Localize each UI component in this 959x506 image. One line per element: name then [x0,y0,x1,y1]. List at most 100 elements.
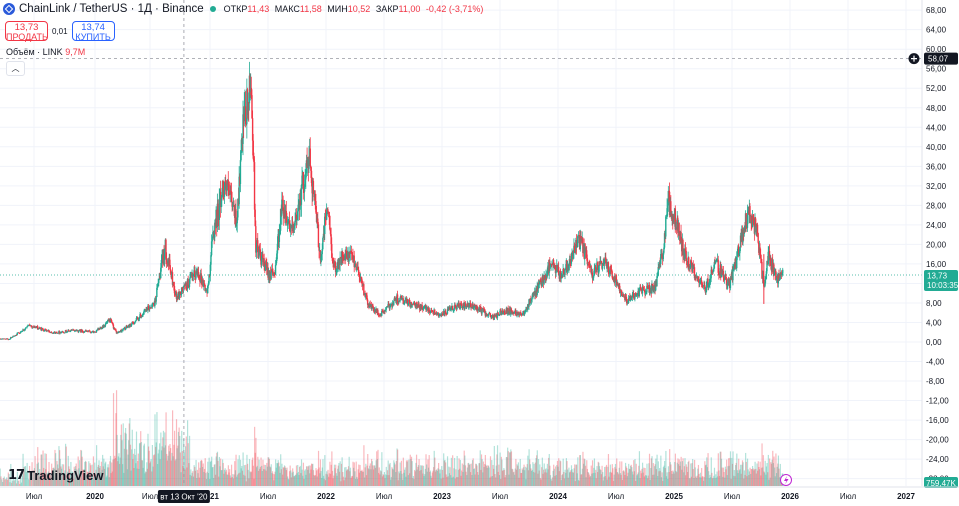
volume-bar [20,482,23,486]
volume-bar [283,465,286,486]
candle [385,307,387,310]
volume-bar [321,477,323,486]
volume-bar [195,459,197,486]
candle [644,292,647,295]
volume-bar [54,449,56,486]
crosshair-date-label: вт 13 Окт '20 [160,493,208,502]
volume-bar [412,478,414,486]
volume-bar [170,460,172,486]
volume-bar [468,464,470,486]
volume-bar [526,464,528,486]
volume-bar [25,471,27,486]
volume-bar [66,471,69,486]
volume-bar [305,466,308,486]
candle [378,314,380,316]
volume-bar [349,467,352,486]
collapse-legend-button[interactable]: ︿ [6,61,25,76]
price-tick-label: 32,00 [926,182,947,191]
candle [229,191,231,195]
volume-bar [31,462,33,486]
candle [539,280,542,282]
volume-bar [677,464,680,486]
volume-bar [751,469,753,486]
candle [705,287,707,293]
volume-bar [537,473,539,486]
candle [361,278,363,284]
volume-bar [105,477,107,486]
volume-bar [101,469,103,486]
volume-bar [764,460,766,486]
volume-bar [728,465,730,486]
lightning-event-icon[interactable] [780,474,792,486]
candle [658,262,661,269]
volume-bar [433,450,435,486]
candle [518,312,520,314]
candle [315,201,317,213]
candle [354,264,356,267]
candle [519,312,521,316]
symbol-title[interactable]: ChainLink / TetherUS · 1Д · Binance [19,3,204,15]
candle [104,323,107,326]
volume-bar [429,470,432,486]
volume-bar [75,463,77,486]
candle [126,327,129,328]
volume-bar [488,467,490,486]
volume-bar [455,477,458,486]
candle [143,309,145,313]
price-tick-label: 4,00 [926,318,942,327]
volume-bar [187,443,189,486]
candle [132,322,135,324]
volume-legend[interactable]: Объём · LINK 9,7M [6,47,85,57]
candle [313,193,315,198]
buy-button[interactable]: 13,74 КУПИТЬ [71,21,115,42]
volume-bar [144,471,147,486]
volume-bar [562,458,564,486]
candle [709,280,711,284]
volume-bar [709,474,711,486]
volume-bar [325,473,327,486]
candle [688,257,690,267]
volume-bar [613,474,615,486]
price-tick-label: -16,00 [926,416,949,425]
volume-bar [290,477,293,486]
volume-bar [200,461,202,486]
volume-bar [77,456,79,486]
candle [711,269,713,273]
candle [689,260,692,268]
volume-bar [112,393,115,486]
volume-bar [300,473,302,486]
sell-button[interactable]: 13,73 ПРОДАТЬ [5,21,48,42]
volume-bar [79,474,81,486]
volume-bar [231,476,233,486]
candle [377,310,379,315]
candle [699,281,701,283]
candle [278,230,281,242]
volume-bar [686,471,689,486]
candle [334,262,336,266]
volume-bar [153,455,155,486]
tradingview-logo[interactable]: 17 TradingView [8,468,103,483]
volume-bar [211,467,213,486]
volume-bar [702,480,705,486]
volume-bar [429,471,431,486]
candle [760,258,763,262]
volume-bar [648,453,651,486]
volume-bar [735,462,737,486]
candle [233,205,235,207]
volume-bar [284,466,286,486]
crosshair-price-badge [924,52,958,65]
volume-bar [206,471,208,486]
volume-bar [411,461,413,486]
volume-bar [311,464,313,486]
candle [520,312,522,314]
volume-bar [464,465,467,486]
volume-bar [604,466,606,486]
volume-bar [271,471,274,486]
volume-bar [428,455,430,486]
volume-bar [450,457,452,486]
volume-bar [636,475,638,486]
volume-bar [742,462,744,486]
volume-bar [45,453,47,486]
add-alert-plus-icon[interactable] [908,53,920,65]
